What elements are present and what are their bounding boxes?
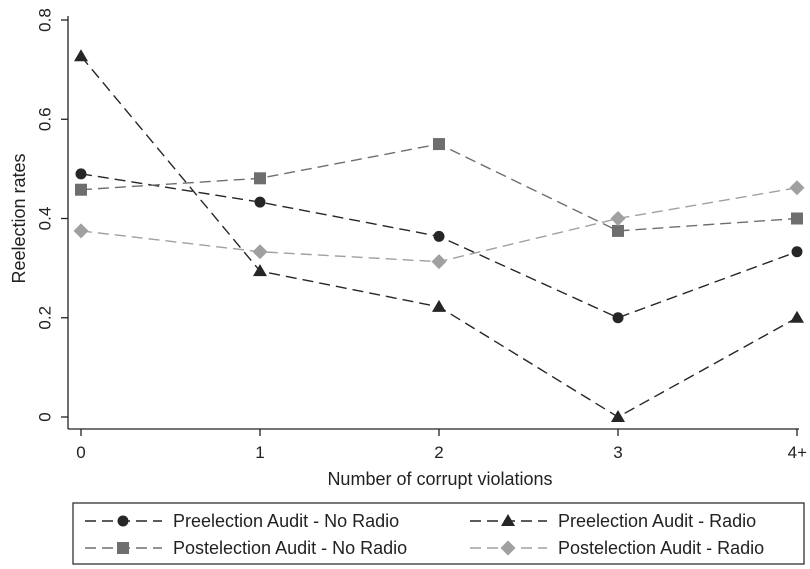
series-0 bbox=[75, 168, 803, 324]
data-point-square bbox=[612, 224, 624, 237]
series-line bbox=[80, 187, 798, 263]
data-point-circle bbox=[254, 196, 266, 208]
series-3 bbox=[73, 180, 805, 270]
series-1 bbox=[74, 49, 804, 422]
data-point-square bbox=[433, 138, 445, 151]
x-axis-title: Number of corrupt violations bbox=[327, 469, 552, 489]
data-point-diamond bbox=[610, 211, 626, 226]
data-point-circle bbox=[791, 246, 803, 258]
legend-swatch-triangle bbox=[501, 514, 515, 526]
y-axis-title: Reelection rates bbox=[9, 153, 29, 283]
data-point-triangle bbox=[74, 49, 88, 62]
series-line bbox=[80, 173, 798, 319]
legend-item: Postelection Audit - Radio bbox=[470, 538, 764, 558]
data-point-diamond bbox=[73, 223, 89, 239]
data-point-triangle bbox=[253, 264, 267, 277]
data-point-circle bbox=[612, 312, 624, 324]
y-tick-label: 0.4 bbox=[35, 207, 54, 231]
x-tick-label: 1 bbox=[255, 443, 264, 462]
legend-label: Preelection Audit - Radio bbox=[558, 511, 756, 531]
data-point-triangle bbox=[611, 410, 625, 422]
y-tick-label: 0 bbox=[35, 412, 54, 421]
x-tick-label: 4+ bbox=[788, 443, 807, 462]
data-point-circle bbox=[75, 168, 87, 180]
data-point-triangle bbox=[432, 299, 446, 312]
x-tick-label: 2 bbox=[434, 443, 443, 462]
x-tick-label: 0 bbox=[76, 443, 85, 462]
data-point-square bbox=[75, 183, 87, 196]
series-2 bbox=[75, 138, 803, 237]
data-point-diamond bbox=[252, 244, 268, 260]
series-line bbox=[80, 143, 798, 232]
y-tick-label: 0.2 bbox=[35, 306, 54, 330]
legend-item: Preelection Audit - Radio bbox=[470, 511, 756, 531]
axes: 0 0.2 0.4 0.6 0.8 0 1 2 3 4+ Number of corrupt vio… bbox=[9, 8, 807, 489]
y-tick-label: 0.6 bbox=[35, 107, 54, 131]
legend-label: Postelection Audit - Radio bbox=[558, 538, 764, 558]
legend: Preelection Audit - No Radio Preelection … bbox=[72, 502, 805, 565]
data-point-triangle bbox=[790, 310, 804, 323]
legend-item: Postelection Audit - No Radio bbox=[85, 538, 407, 558]
y-tick-label: 0.8 bbox=[35, 8, 54, 32]
data-point-circle bbox=[433, 230, 445, 242]
legend-box bbox=[72, 502, 805, 565]
data-point-diamond bbox=[789, 180, 805, 196]
legend-label: Postelection Audit - No Radio bbox=[173, 538, 407, 558]
data-point-square bbox=[791, 212, 803, 225]
x-tick-label: 3 bbox=[613, 443, 622, 462]
legend-swatch-circle bbox=[117, 515, 129, 527]
legend-label: Preelection Audit - No Radio bbox=[173, 511, 399, 531]
legend-swatch-diamond bbox=[500, 540, 516, 556]
data-point-diamond bbox=[431, 254, 447, 270]
legend-item: Preelection Audit - No Radio bbox=[85, 511, 399, 531]
data-point-square bbox=[254, 172, 266, 185]
legend-swatch-square bbox=[117, 542, 129, 554]
series-layer bbox=[73, 49, 805, 422]
